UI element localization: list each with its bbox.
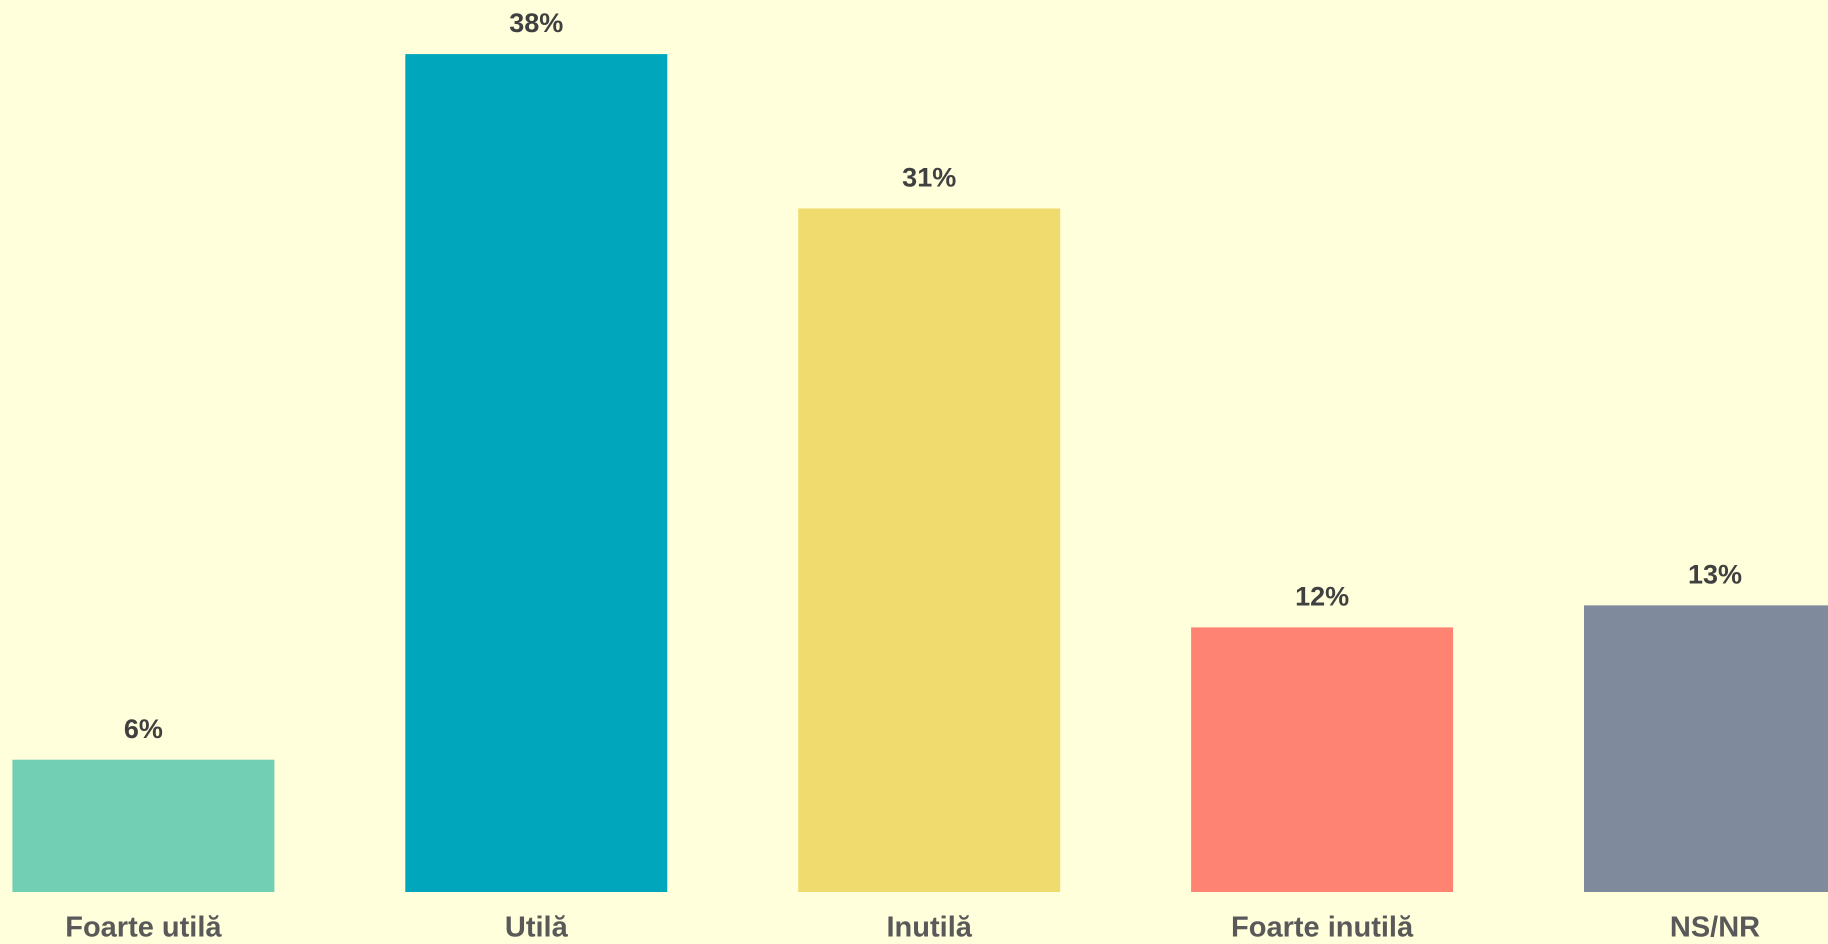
value-label: 31%	[902, 163, 956, 193]
value-label: 12%	[1295, 582, 1349, 612]
bar	[798, 208, 1061, 892]
category-label: Foarte utilă	[65, 912, 222, 944]
bar	[12, 759, 275, 892]
bar	[1584, 605, 1828, 892]
category-label: Foarte inutilă	[1231, 912, 1414, 944]
value-label: 38%	[509, 8, 563, 38]
category-label: NS/NR	[1670, 912, 1760, 944]
category-label: Inutilă	[887, 912, 973, 944]
value-label: 13%	[1688, 559, 1742, 589]
category-label: Utilă	[505, 912, 569, 944]
value-label: 6%	[124, 714, 163, 744]
bar	[405, 54, 668, 893]
bar	[1191, 627, 1454, 892]
